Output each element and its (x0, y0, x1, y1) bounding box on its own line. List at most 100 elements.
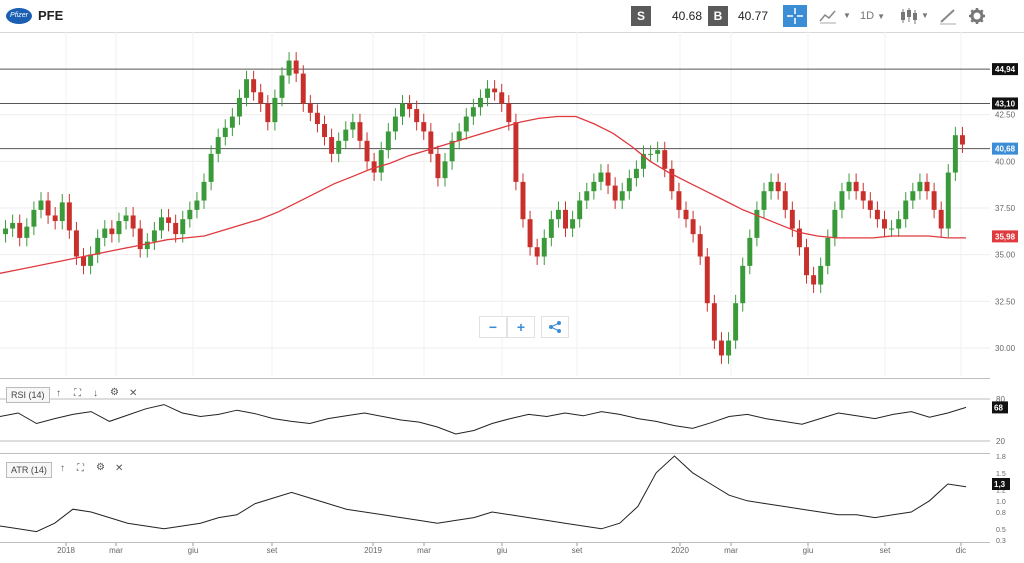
timeframe-label: 1D (860, 10, 875, 22)
candle-body (31, 209, 37, 227)
gear-icon[interactable]: ⚙ (96, 462, 105, 473)
time-tick-label: dic (956, 546, 966, 555)
gear-icon[interactable]: ⚙ (110, 387, 119, 398)
price-axis: 42.50 40.00 37.50 35.00 32.50 30.00 44,94 43,10… (992, 63, 1018, 353)
candle-body (244, 79, 250, 98)
candle-body (400, 103, 405, 117)
atr-tick-label: 0.8 (996, 510, 1006, 517)
timeframe-select[interactable]: 1D ▼ (860, 7, 885, 25)
candle-body (761, 191, 767, 210)
chevron-down-icon[interactable]: ▼ (843, 11, 851, 20)
maximize-icon[interactable]: ⛶ (74, 388, 81, 399)
time-axis: 2018 mar giu set 2019 mar giu set 2020 mar giu set d… (57, 542, 966, 555)
crosshair-icon[interactable] (783, 5, 807, 27)
candle-body (159, 217, 164, 231)
candle-body (166, 217, 172, 223)
candle-body (272, 97, 278, 123)
candle-body (782, 191, 788, 210)
price-tick-label: 32.50 (995, 297, 1016, 306)
candle-body (726, 340, 732, 356)
rsi-value-label: 68 (994, 403, 1003, 412)
candle-body (648, 153, 654, 155)
candle-body (350, 122, 356, 130)
buy-button[interactable]: B (708, 6, 728, 26)
price-tick-label: 40.00 (995, 157, 1016, 166)
time-tick-label: giu (188, 546, 199, 555)
atr-label[interactable]: ATR (14) (6, 462, 52, 478)
candle-body (626, 178, 632, 192)
candlestick-icon[interactable] (898, 7, 920, 25)
candle-body (917, 181, 923, 192)
candle-body (151, 230, 157, 242)
time-tick-label: giu (803, 546, 814, 555)
rsi-line (0, 404, 967, 435)
plus-icon: + (516, 319, 526, 335)
candle-body (527, 219, 533, 248)
atr-line (0, 455, 967, 533)
candle-body (513, 122, 519, 182)
price-tick-label: 30.00 (995, 344, 1016, 353)
company-logo: Pfizer (6, 8, 32, 24)
candle-body (81, 256, 86, 266)
candle-body (882, 219, 887, 229)
time-tick-label: giu (497, 546, 508, 555)
arrow-up-icon[interactable]: ↑ (60, 463, 65, 474)
pane-divider[interactable] (0, 378, 990, 379)
arrow-up-icon[interactable]: ↑ (56, 388, 61, 399)
rsi-value-tag (992, 401, 1008, 414)
price-chart[interactable]: 42.50 40.00 37.50 35.00 32.50 30.00 44,94 43,10… (0, 32, 1024, 563)
candle-body (52, 215, 58, 222)
pencil-icon[interactable] (938, 7, 958, 25)
pane-divider[interactable] (0, 453, 990, 454)
candle-body (499, 92, 505, 104)
arrow-down-icon[interactable]: ↓ (93, 388, 98, 399)
rsi-label[interactable]: RSI (14) (6, 387, 50, 403)
candle-body (102, 228, 108, 238)
candle-body (293, 60, 299, 74)
chevron-down-icon[interactable]: ▼ (921, 11, 929, 20)
candle-body (591, 181, 597, 192)
candle-body (144, 241, 150, 250)
zoom-in-button[interactable]: + (507, 316, 535, 338)
candle-body (733, 303, 739, 341)
candle-body (17, 222, 23, 238)
price-level-value: 43,10 (995, 99, 1016, 108)
candle-body (66, 202, 72, 231)
candle-body (711, 303, 717, 341)
maximize-icon[interactable]: ⛶ (77, 463, 84, 474)
share-button[interactable] (541, 316, 569, 338)
atr-tick-label: 1.0 (996, 499, 1006, 506)
gear-icon[interactable] (968, 7, 986, 25)
candle-body (10, 222, 16, 229)
candle-body (392, 116, 398, 132)
candle-body (867, 200, 873, 210)
line-chart-icon[interactable] (818, 7, 840, 25)
candle-body (229, 116, 235, 128)
candle-body (584, 191, 590, 201)
candle-body (492, 88, 498, 93)
candle-body (456, 131, 462, 141)
zoom-out-button[interactable]: − (479, 316, 507, 338)
candle-body (534, 247, 540, 257)
sell-price: 40.68 (672, 9, 703, 23)
candle-body (485, 88, 491, 98)
candle-body (95, 237, 101, 255)
candle-body (570, 219, 576, 229)
time-tick-label: mar (417, 546, 431, 555)
candle-body (889, 228, 895, 230)
candle-body (279, 75, 285, 98)
candle-body (541, 237, 547, 257)
close-icon[interactable]: ✕ (115, 463, 124, 474)
candle-body (825, 237, 831, 266)
candle-body (442, 161, 448, 179)
candle-body (477, 97, 483, 108)
sell-button[interactable]: S (631, 6, 651, 26)
close-icon[interactable]: ✕ (129, 388, 138, 399)
candle-body (874, 209, 880, 220)
candle-body (924, 181, 930, 192)
candle-body (747, 237, 753, 266)
candle-body (88, 254, 94, 266)
time-tick-label: mar (724, 546, 738, 555)
candle-body (137, 228, 143, 250)
candle-body (676, 191, 682, 210)
